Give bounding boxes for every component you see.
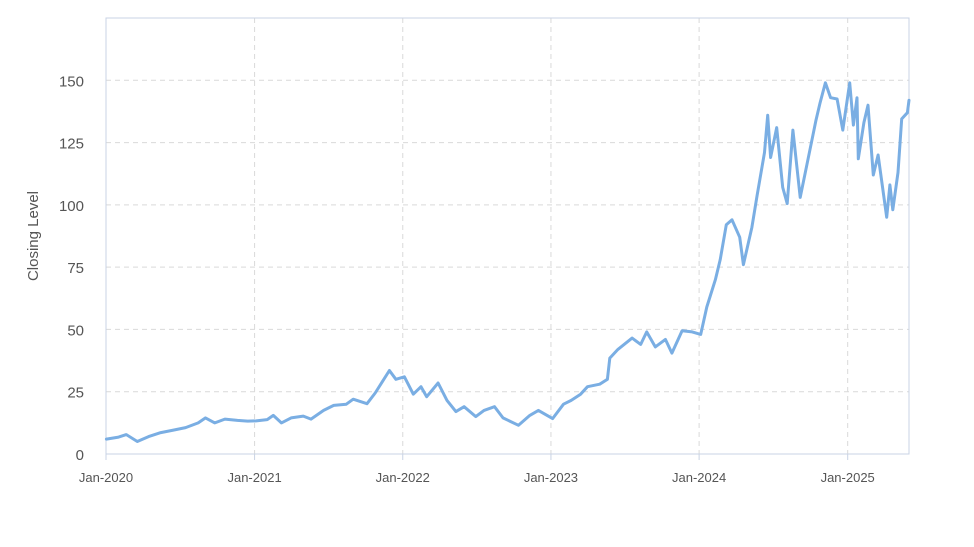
- gridlines: [106, 18, 909, 454]
- y-tick-label: 0: [76, 447, 84, 464]
- y-tick-label: 125: [59, 136, 84, 153]
- y-tick-label: 100: [59, 198, 84, 215]
- series-layer: [104, 81, 911, 443]
- x-tick-label: Jan-2025: [821, 470, 875, 485]
- x-tick-label: Jan-2023: [524, 470, 578, 485]
- x-axis-ticks: Jan-2020 Jan-2021 Jan-2022 Jan-2023 Jan-2024…: [79, 454, 875, 485]
- x-tick-label: Jan-2021: [227, 470, 281, 485]
- x-tick-label: Jan-2020: [79, 470, 133, 485]
- plot-area-border: [105, 17, 910, 455]
- y-tick-label: 50: [67, 322, 84, 339]
- x-tick-label: Jan-2024: [672, 470, 726, 485]
- y-tick-label: 150: [59, 73, 84, 90]
- y-tick-label: 25: [67, 385, 84, 402]
- y-axis-ticks: 0 25 50 75 100 125 150: [59, 73, 84, 464]
- y-tick-label: 75: [67, 260, 84, 277]
- x-tick-label: Jan-2022: [376, 470, 430, 485]
- y-axis-title: Closing Level: [25, 191, 42, 281]
- series-line: [104, 81, 911, 443]
